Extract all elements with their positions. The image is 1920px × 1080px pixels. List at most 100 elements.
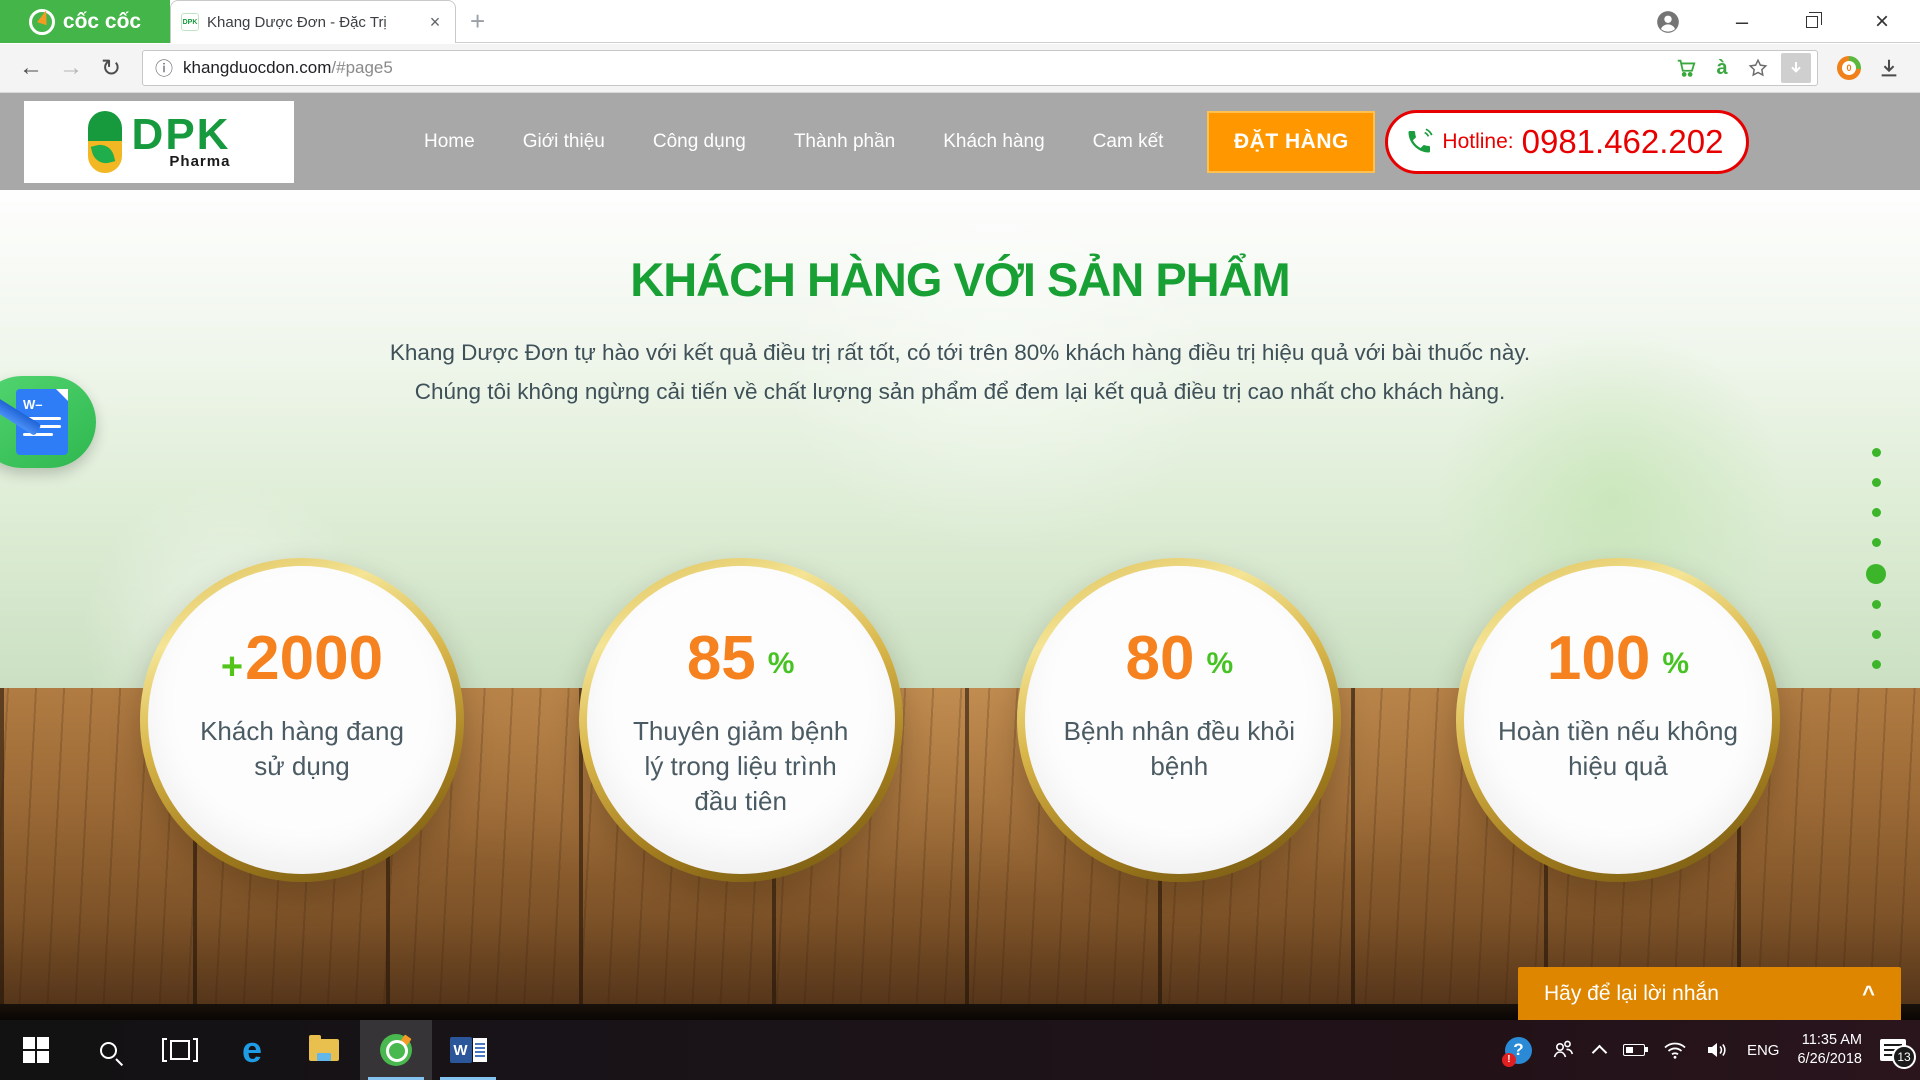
browser-tabstrip: cốc cốc DPK Khang Dược Đơn - Đặc Trị × +… <box>0 0 1920 43</box>
chevron-up-icon <box>1591 1044 1608 1061</box>
coccoc-logo-icon <box>28 8 55 35</box>
browser-toolbar: ← → ↻ ⓘ khangduocdon.com/#page5 à <box>0 44 1920 93</box>
page-dot[interactable] <box>1871 538 1881 547</box>
download-arrow-icon <box>1791 62 1801 73</box>
taskbar: e W ? <box>0 1020 1920 1080</box>
notification-badge: 13 <box>1892 1045 1916 1069</box>
page-dot[interactable] <box>1871 600 1881 609</box>
page-dot[interactable] <box>1871 660 1881 669</box>
savings-button[interactable] <box>1832 56 1866 80</box>
stat-label: Bệnh nhân đều khỏi bệnh <box>1063 716 1295 781</box>
wifi-button[interactable] <box>1663 1040 1687 1060</box>
battery-icon <box>1622 1044 1648 1056</box>
reload-button[interactable]: ↻ <box>100 54 122 82</box>
star-icon <box>1748 58 1768 77</box>
back-button[interactable]: ← <box>19 54 43 81</box>
chat-chevron-up-icon[interactable]: ^ <box>1862 980 1875 1006</box>
folder-icon <box>309 1035 339 1061</box>
stat-circle-customers: + 2000 Khách hàng đang sử dụng <box>140 558 464 882</box>
taskbar-edge-button[interactable]: e <box>216 1020 288 1080</box>
profile-button[interactable] <box>1646 0 1690 43</box>
edge-icon: e <box>241 1029 263 1070</box>
chat-label: Hãy để lại lời nhắn <box>1544 981 1719 1005</box>
speaker-icon <box>1707 1043 1726 1057</box>
stat-circle-relief: 85 % Thuyên giảm bệnh lý trong liệu trìn… <box>578 558 903 882</box>
coccoc-app-icon <box>380 1034 412 1066</box>
restore-icon <box>1806 11 1822 28</box>
dictionary-extension-button[interactable]: à <box>1716 56 1728 79</box>
new-tab-button[interactable]: + <box>470 6 486 36</box>
page-dot[interactable] <box>1871 630 1881 639</box>
nav-item-gioi-thieu[interactable]: Giới thiệu <box>522 130 605 152</box>
download-active-button[interactable] <box>1781 53 1811 83</box>
taskbar-word-button[interactable]: W <box>432 1020 504 1080</box>
task-view-button[interactable] <box>144 1020 216 1080</box>
page-info-icon[interactable]: ⓘ <box>155 59 173 79</box>
cart-icon <box>1677 59 1696 77</box>
address-bar[interactable]: ⓘ khangduocdon.com/#page5 à <box>142 50 1818 86</box>
taskbar-explorer-button[interactable] <box>288 1020 360 1080</box>
minimize-button[interactable]: – <box>1735 8 1749 34</box>
section-description: Khang Dược Đơn tự hào với kết quả điều t… <box>389 340 1531 404</box>
logo-subtext: Pharma <box>169 153 231 170</box>
stat-suffix: % <box>1662 647 1690 680</box>
stat-prefix: + <box>220 646 244 688</box>
page-dot[interactable] <box>1871 448 1881 457</box>
system-tray: ? ENG 11:35 AM <box>1501 1020 1920 1080</box>
people-icon <box>1553 1040 1574 1058</box>
close-button[interactable]: × <box>1874 7 1889 35</box>
stat-circle-recovered: 80 % Bệnh nhân đều khỏi bệnh <box>1017 558 1342 882</box>
document-widget-button[interactable]: W– <box>0 376 96 468</box>
capsule-leaf-icon <box>87 110 122 173</box>
site-logo[interactable]: DPK Pharma <box>24 100 294 183</box>
nav-item-thanh-phan[interactable]: Thành phần <box>793 130 896 152</box>
wifi-icon <box>1664 1042 1686 1059</box>
start-button[interactable] <box>0 1020 72 1080</box>
people-button[interactable] <box>1550 1038 1576 1062</box>
coccoc-brand-label: cốc cốc <box>62 9 142 33</box>
hotline-pill[interactable]: Hotline: 0981.462.202 <box>1385 109 1749 174</box>
language-indicator[interactable]: ENG <box>1746 1041 1780 1059</box>
clock[interactable]: 11:35 AM 6/26/2018 <box>1797 1031 1862 1069</box>
browser-tab[interactable]: DPK Khang Dược Đơn - Đặc Trị × <box>170 0 456 43</box>
download-manager-button[interactable] <box>1872 57 1906 79</box>
stat-value: 80 <box>1125 624 1195 693</box>
tab-title-fade <box>383 13 417 31</box>
task-view-icon <box>162 1038 198 1062</box>
stat-label: Khách hàng đang sử dụng <box>200 716 404 781</box>
action-center-button[interactable]: 13 <box>1880 1039 1916 1069</box>
download-tray-icon <box>1881 59 1897 77</box>
forward-button[interactable]: → <box>59 54 83 81</box>
stat-suffix: % <box>1206 647 1234 680</box>
nav-item-cam-ket[interactable]: Cam kết <box>1092 130 1164 152</box>
nav-item-cong-dung[interactable]: Công dụng <box>652 130 746 152</box>
order-button[interactable]: ĐẶT HÀNG <box>1207 110 1376 173</box>
word-app-icon: W <box>449 1037 487 1063</box>
restore-button[interactable] <box>1790 0 1834 43</box>
taskbar-search-button[interactable] <box>72 1020 144 1080</box>
taskbar-coccoc-button[interactable] <box>360 1020 432 1080</box>
tab-title: Khang Dược Đơn - Đặc Trị <box>207 13 417 31</box>
savings-donut-icon <box>1837 56 1861 80</box>
page-dot[interactable] <box>1871 508 1881 517</box>
url-text[interactable]: khangduocdon.com/#page5 <box>183 58 393 77</box>
page-dots <box>1866 448 1886 690</box>
tab-close-icon[interactable]: × <box>429 11 441 32</box>
table-shadow <box>0 1004 1920 1020</box>
stat-circle-refund: 100 % Hoàn tiền nếu không hiệu quả <box>1455 558 1780 882</box>
tray-expand-button[interactable] <box>1591 1042 1608 1061</box>
bookmark-star-button[interactable] <box>1745 57 1771 79</box>
help-tray-button[interactable]: ? <box>1501 1036 1532 1067</box>
volume-button[interactable] <box>1705 1040 1729 1060</box>
chat-bar[interactable]: Hãy để lại lời nhắn ^ <box>1518 967 1901 1020</box>
hotline-number: 0981.462.202 <box>1521 122 1724 160</box>
battery-button[interactable] <box>1622 1044 1648 1056</box>
nav-item-home[interactable]: Home <box>424 130 475 152</box>
tab-favicon-icon: DPK <box>181 13 199 31</box>
nav-item-khach-hang[interactable]: Khách hàng <box>943 130 1045 152</box>
cart-extension-button[interactable] <box>1673 57 1699 79</box>
page-dot[interactable] <box>1871 478 1881 487</box>
help-icon: ? <box>1501 1036 1532 1067</box>
page-dot-active[interactable] <box>1866 564 1886 584</box>
section-title: KHÁCH HÀNG VỚI SẢN PHẨM <box>630 253 1290 306</box>
